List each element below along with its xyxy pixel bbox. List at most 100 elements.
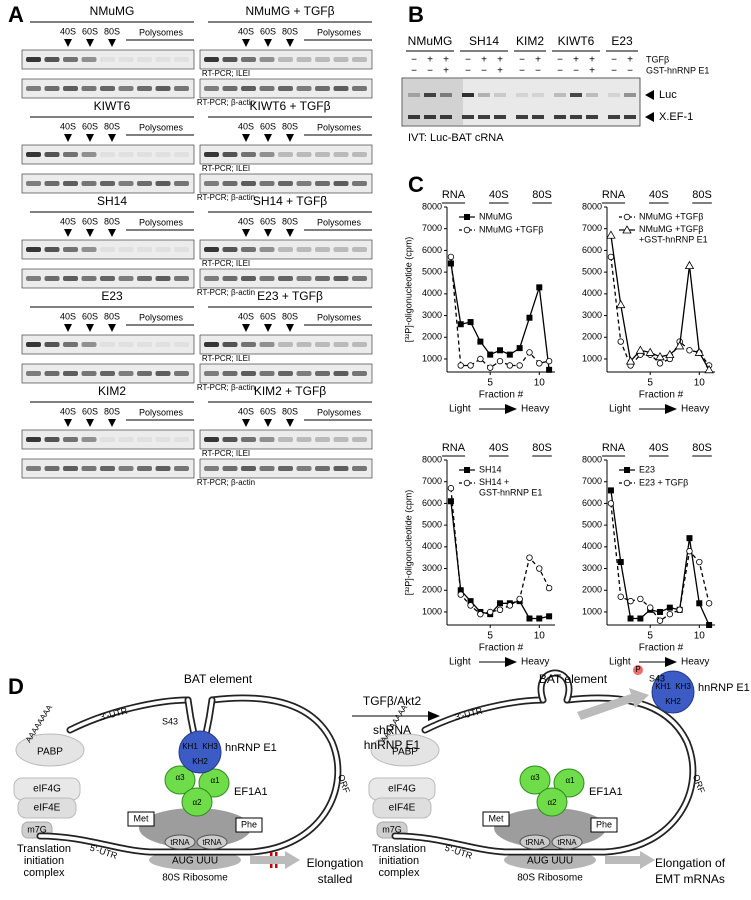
kh-label: KH3: [202, 742, 218, 751]
gel-band: [174, 247, 189, 252]
point: [637, 595, 644, 603]
phospho-label: P: [635, 665, 640, 674]
gel-band: [26, 152, 41, 157]
point: [506, 362, 514, 369]
point: [705, 600, 713, 607]
arrowhead: [64, 324, 72, 332]
panel-label: C: [408, 172, 424, 197]
gel-band: [278, 342, 293, 347]
gel-band: [333, 57, 349, 62]
point: [627, 597, 634, 605]
gel-band: [478, 115, 490, 119]
blot-caption: RT-PCR; ILEI: [202, 259, 250, 268]
point: [607, 487, 614, 494]
arrowhead: [108, 134, 116, 142]
point: [617, 338, 624, 345]
gel-band: [222, 437, 238, 442]
band-label: X.EF-1: [659, 111, 693, 123]
gel-band: [608, 93, 620, 97]
ef1a1-domain: [553, 768, 585, 798]
gel-band: [259, 86, 275, 91]
fraction-header: 80S: [532, 442, 552, 454]
direction-label: Heavy: [521, 657, 549, 668]
ef1a1-domain: [164, 765, 196, 795]
gel-band: [259, 57, 275, 62]
fraction-marker: 80S: [104, 311, 120, 321]
blot-title: NMuMG: [90, 4, 135, 18]
gel-band: [259, 371, 275, 376]
gel-band: [315, 276, 330, 281]
codon-label: AUG UUU: [172, 856, 218, 867]
point: [607, 253, 615, 261]
point: [684, 260, 695, 270]
gel-band: [278, 437, 293, 442]
kh-label: KH2: [665, 697, 681, 706]
gel-band: [118, 437, 134, 442]
row-label: TGFβ: [646, 54, 669, 64]
treatment-sign: −: [411, 55, 417, 66]
x-tick-label: 10: [534, 631, 546, 642]
blot-caption: RT-PCR; ILEI: [202, 354, 250, 363]
gel-band: [137, 371, 152, 376]
gel-band: [100, 371, 115, 376]
point: [536, 284, 543, 291]
fraction-marker: 80S: [104, 26, 120, 36]
gel-band: [241, 247, 256, 252]
arrowhead: [286, 419, 294, 427]
gel-band: [63, 152, 78, 157]
band-label: Luc: [659, 89, 677, 101]
gel-band: [137, 247, 152, 252]
point: [546, 366, 553, 373]
gel-band: [137, 466, 152, 471]
fraction-marker: 40S: [60, 121, 76, 131]
point: [526, 349, 533, 356]
gel-band: [118, 247, 134, 252]
treatment-sign: +: [481, 55, 487, 66]
y-tick-label: 3000: [582, 563, 602, 573]
initiation-label: initiation: [24, 855, 64, 867]
gel-band: [26, 437, 41, 442]
arrowhead: [242, 39, 250, 47]
outcome-label: Elongation of: [655, 856, 726, 870]
gel-band: [241, 276, 256, 281]
blot-caption: RT-PCR; ILEI: [202, 164, 250, 173]
gel-caption: IVT: Luc-BAT cRNA: [408, 132, 504, 144]
aa-label: Met: [488, 813, 504, 823]
trna: [519, 834, 551, 850]
blot-title: KIWT6 + TGFβ: [249, 99, 330, 113]
gel-band: [81, 276, 97, 281]
gel-band: [352, 181, 367, 186]
direction-label: Light: [609, 657, 631, 668]
gel-band: [44, 181, 60, 186]
gel-band: [222, 57, 238, 62]
fraction-marker: 40S: [238, 26, 254, 36]
gel-band: [315, 57, 330, 62]
treatment-sign: −: [535, 66, 541, 77]
y-tick-label: 7000: [422, 476, 442, 486]
y-tick-label: 7000: [582, 223, 602, 233]
fraction-marker: 80S: [104, 406, 120, 416]
gel-band: [296, 86, 312, 91]
gel-band: [241, 152, 256, 157]
y-tick-label: 4000: [422, 288, 442, 298]
arrowhead: [286, 229, 294, 237]
gel-band: [222, 371, 238, 376]
blot-title: SH14: [97, 194, 127, 208]
treatment-sign: +: [535, 55, 541, 66]
gel-band: [259, 247, 275, 252]
gel-strip: [21, 429, 195, 450]
y-tick-label: 2000: [422, 332, 442, 342]
y-tick-label: 4000: [422, 541, 442, 551]
aa-label: Phe: [241, 819, 257, 829]
point: [516, 362, 523, 369]
arrowhead: [86, 419, 94, 427]
point: [536, 615, 543, 622]
blot-caption: RT-PCR; β-actin: [197, 383, 255, 392]
alpha-label: α1: [565, 776, 575, 785]
gel-band: [278, 86, 293, 91]
gel-band: [174, 466, 189, 471]
point: [657, 608, 664, 615]
initiation-label: initiation: [379, 855, 419, 867]
trna-box: [235, 817, 263, 833]
gel-band: [532, 115, 544, 119]
